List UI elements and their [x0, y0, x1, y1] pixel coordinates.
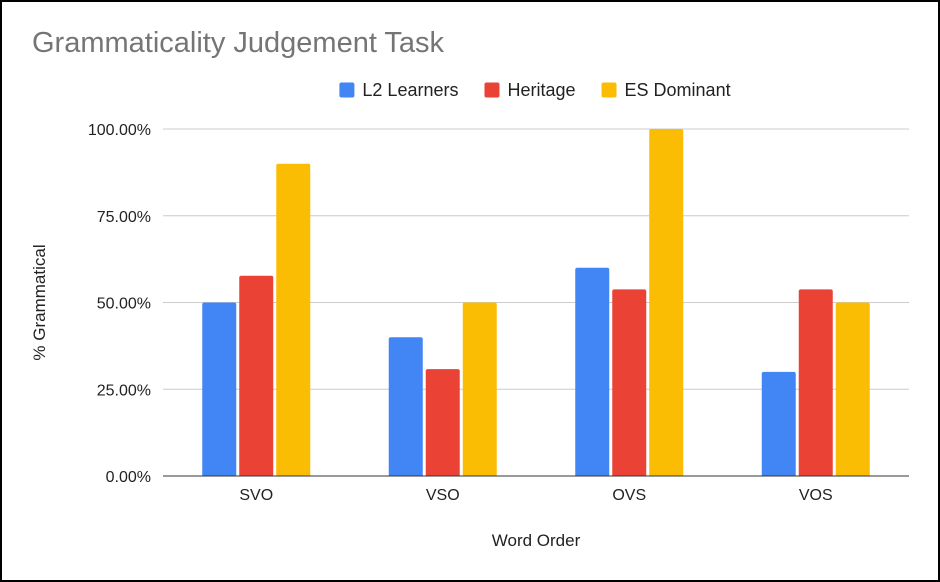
x-tick-labels: SVO VSO OVS VOS	[239, 487, 832, 504]
bar	[425, 369, 460, 476]
bar	[649, 129, 684, 476]
x-tick-label: VOS	[799, 487, 833, 504]
y-tick-label: 75.00%	[97, 209, 151, 226]
x-tick-label: SVO	[239, 487, 273, 504]
gridlines	[163, 128, 909, 390]
y-tick-label: 25.00%	[97, 382, 151, 399]
bar	[761, 371, 796, 476]
bar	[276, 163, 311, 476]
x-tick-label: VSO	[426, 487, 460, 504]
y-tick-labels: 0.00% 25.00% 50.00% 75.00% 100.00%	[88, 122, 151, 486]
bar	[239, 275, 274, 476]
x-axis-title: Word Order	[492, 531, 581, 550]
y-axis-title: % Grammatical	[30, 244, 49, 360]
legend-label: L2 Learners	[362, 80, 458, 100]
legend-label: Heritage	[507, 80, 575, 100]
legend-swatch	[484, 82, 500, 98]
bar	[835, 302, 870, 476]
y-tick-label: 0.00%	[106, 469, 151, 486]
bar	[575, 267, 610, 476]
legend-label: ES Dominant	[625, 80, 731, 100]
legend: L2 Learners Heritage ES Dominant	[339, 80, 731, 100]
chart-title: Grammaticality Judgement Task	[32, 27, 445, 59]
bar	[202, 302, 237, 476]
bar	[798, 289, 833, 476]
y-tick-label: 100.00%	[88, 122, 151, 139]
bar	[462, 302, 497, 476]
y-tick-label: 50.00%	[97, 296, 151, 313]
legend-swatch	[601, 82, 617, 98]
legend-swatch	[339, 82, 355, 98]
bars	[202, 129, 870, 476]
x-tick-label: OVS	[612, 487, 646, 504]
bar	[612, 289, 647, 476]
bar	[388, 337, 423, 476]
